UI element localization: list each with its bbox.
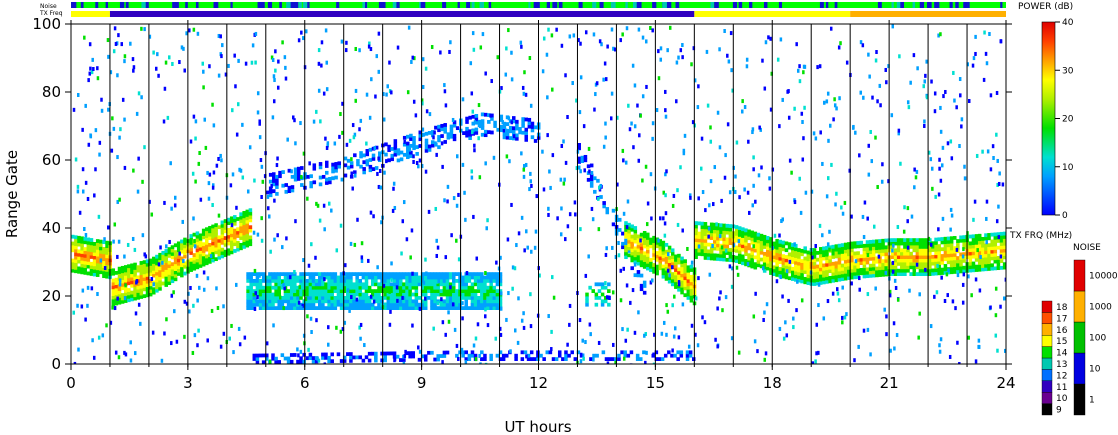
txfreq-tick-label-9: 9	[1056, 406, 1062, 416]
power-colorbar: POWER (dB) 0 10 20 30 40	[1018, 2, 1074, 221]
noise-swatch-1000	[1073, 290, 1086, 323]
x-tick-label-9: 9	[417, 374, 427, 392]
txfreq-tick-label-16: 16	[1056, 326, 1068, 336]
txfreq-tick-label-10: 10	[1056, 394, 1068, 404]
power-tick-label-30: 30	[1062, 66, 1074, 76]
txfreq-swatch-13	[1041, 357, 1053, 370]
x-axis-title: UT hours	[504, 418, 571, 435]
txfreq-colorbar-title: TX FRQ (MHz)	[1009, 231, 1072, 241]
echo-band-6	[694, 221, 1006, 286]
power-tick-label-20: 20	[1062, 115, 1074, 125]
txfreq-tick-label-17: 17	[1056, 314, 1067, 324]
power-tick-label-10: 10	[1062, 163, 1074, 173]
x-tick-label-6: 6	[300, 374, 310, 392]
y-tick-label-100: 100	[32, 15, 61, 33]
echo-band-7	[585, 282, 611, 307]
power-tick-label-0: 0	[1062, 211, 1068, 221]
y-tick-label-40: 40	[42, 219, 61, 237]
x-tick-label-15: 15	[646, 374, 665, 392]
txfreq-bar: TX Freq	[39, 10, 1006, 17]
txfreq-swatch-14	[1041, 346, 1053, 359]
noise-swatch-10	[1073, 352, 1086, 385]
txfreq-swatch-18	[1041, 300, 1053, 313]
txfreq-swatch-15	[1041, 335, 1053, 347]
txfreq-bar-label: TX Freq	[39, 10, 63, 17]
txfreq-tick-label-12: 12	[1056, 371, 1067, 381]
sparse-echoes	[72, 24, 1006, 364]
echo-band-8	[252, 350, 696, 364]
y-tick-label-80: 80	[42, 83, 61, 101]
txfreq-swatch-10	[1041, 392, 1053, 404]
noise-swatch-10000	[1073, 259, 1086, 292]
echo-band-5	[624, 221, 697, 306]
noise-swatch-100	[1073, 321, 1086, 354]
txfreq-segment-1	[71, 11, 110, 17]
txfreq-segment-3	[694, 11, 851, 17]
noise-bar-label: Noise	[40, 3, 57, 10]
txfreq-tick-label-11: 11	[1056, 383, 1067, 393]
x-tick-label-0: 0	[66, 374, 76, 392]
txfreq-swatch-17	[1041, 312, 1053, 324]
echo-band-2	[246, 272, 503, 310]
y-tick-label-20: 20	[42, 287, 61, 305]
txfreq-tick-label-15: 15	[1056, 337, 1067, 347]
echo-data	[71, 24, 1006, 364]
noise-colorbar: NOISE 1 10 100 1000 10000	[1073, 243, 1118, 416]
x-tick-label-18: 18	[763, 374, 782, 392]
power-colorbar-title: POWER (dB)	[1018, 2, 1073, 12]
txfreq-tick-label-14: 14	[1056, 349, 1068, 359]
noise-tick-label-1000: 1000	[1089, 303, 1112, 313]
x-tick-label-3: 3	[183, 374, 193, 392]
txfreq-swatch-9	[1041, 403, 1053, 416]
y-tick-label-0: 0	[51, 355, 61, 373]
noise-tick-label-1: 1	[1089, 396, 1095, 406]
noise-colorbar-title: NOISE	[1073, 243, 1101, 253]
hour-gridlines	[109, 24, 968, 364]
power-tick-label-40: 40	[1062, 18, 1074, 28]
noise-tick-label-10: 10	[1089, 365, 1101, 375]
txfreq-swatch-11	[1041, 380, 1053, 393]
y-tick-label-60: 60	[42, 151, 61, 169]
noise-swatch-1	[1073, 383, 1086, 416]
y-axis-title: Range Gate	[3, 150, 21, 238]
noise-bar: Noise	[40, 2, 1006, 10]
txfreq-tick-label-18: 18	[1056, 303, 1068, 313]
echo-band-1	[71, 208, 253, 307]
txfreq-segment-4	[850, 11, 1006, 17]
x-tick-label-12: 12	[529, 374, 548, 392]
txfreq-segment-2	[109, 11, 695, 17]
echo-band-4	[577, 143, 647, 295]
noise-tick-label-10000: 10000	[1089, 272, 1118, 282]
noise-tick-label-100: 100	[1089, 334, 1106, 344]
x-tick-label-21: 21	[880, 374, 899, 392]
txfreq-swatch-16	[1041, 323, 1053, 336]
txfreq-tick-label-13: 13	[1056, 360, 1067, 370]
txfreq-swatch-12	[1041, 369, 1053, 381]
x-tick-label-24: 24	[996, 374, 1015, 392]
